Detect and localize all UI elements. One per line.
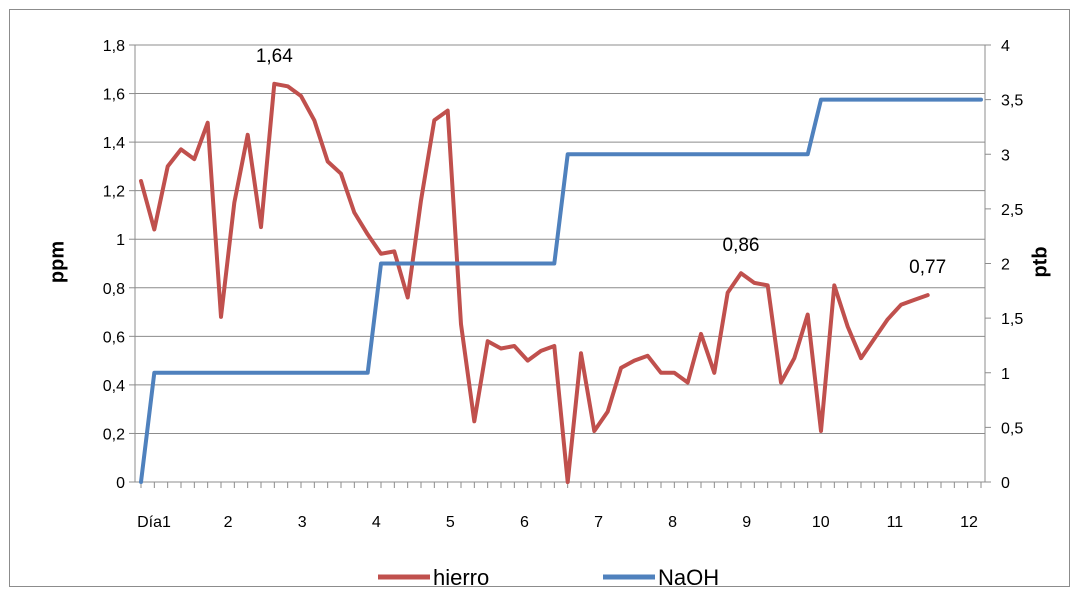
data-label: 1,64 (256, 46, 293, 67)
y2-tick-label: 1,5 (1001, 311, 1023, 328)
y-tick-label: 0 (116, 475, 125, 492)
y-tick-label: 0,6 (103, 329, 125, 346)
x-tick-label: 4 (372, 514, 381, 531)
x-tick-label: Día1 (137, 514, 171, 531)
axes: 0 0,2 0,4 0,6 0,8 1 1,2 1,4 1,6 1,8 0 0,5 1 1,5 2 2,5 3 3… (103, 38, 1024, 531)
y-axis-title: ppm (46, 241, 68, 283)
chart-frame (9, 9, 1070, 587)
legend: hierro NaOH (378, 565, 719, 590)
x-tick-label: 5 (446, 514, 455, 531)
y-tick-label: 1 (116, 232, 125, 249)
legend-label-hierro: hierro (433, 565, 489, 590)
y2-tick-label: 2,5 (1001, 202, 1023, 219)
y2-tick-label: 1 (1001, 366, 1010, 383)
y2-tick-label: 0,5 (1001, 420, 1023, 437)
series-line-hierro (139, 81, 930, 484)
x-tick-label: 8 (668, 514, 677, 531)
gridlines (135, 44, 985, 434)
x-tick-label: 7 (594, 514, 603, 531)
series-lines (139, 81, 983, 484)
data-labels: 1,64 0,86 0,77 (256, 46, 946, 278)
y-tick-label: 1,4 (103, 135, 125, 152)
data-label: 0,86 (723, 235, 760, 256)
y2-tick-label: 4 (1001, 38, 1010, 55)
y-tick-label: 0,2 (103, 426, 125, 443)
y2-tick-label: 0 (1001, 475, 1010, 492)
y-tick-label: 1,2 (103, 184, 125, 201)
legend-label-naoh: NaOH (658, 565, 719, 590)
x-tick-label: 6 (520, 514, 529, 531)
x-tick-label: 2 (224, 514, 233, 531)
x-tick-label: 3 (298, 514, 307, 531)
data-label: 0,77 (909, 257, 946, 278)
y2-tick-label: 2 (1001, 257, 1010, 274)
y-tick-label: 0,8 (103, 281, 125, 298)
y2-tick-label: 3 (1001, 147, 1010, 164)
y-tick-label: 0,4 (103, 378, 125, 395)
x-tick-label: 10 (812, 514, 830, 531)
y-tick-label: 1,8 (103, 38, 125, 55)
x-tick-label: 9 (742, 514, 751, 531)
y-tick-label: 1,6 (103, 87, 125, 104)
series-line-naoh (139, 97, 983, 484)
x-tick-label: 12 (960, 514, 978, 531)
y2-axis-title: ptb (1029, 246, 1051, 277)
y2-tick-label: 3,5 (1001, 93, 1023, 110)
x-tick-label: 11 (887, 514, 904, 531)
